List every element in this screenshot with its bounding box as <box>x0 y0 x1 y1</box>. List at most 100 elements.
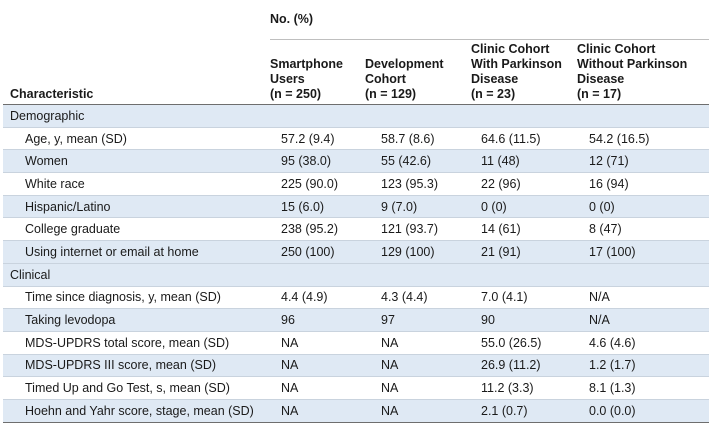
table-cell: 15 (6.0) <box>270 195 365 219</box>
table-row: Age, y, mean (SD) 57.2 (9.4) 58.7 (8.6) 64.… <box>3 127 709 151</box>
section-title: Demographic <box>3 104 709 128</box>
table-body: Demographic Age, y, mean (SD) 57.2 (9.4) 58… <box>3 104 709 423</box>
table-cell: 4.4 (4.9) <box>270 286 365 310</box>
table-cell: 2.1 (0.7) <box>471 399 577 423</box>
column-header-line: (n = 129) <box>365 87 417 101</box>
table-cell: 17 (100) <box>577 240 709 264</box>
row-label: College graduate <box>3 217 270 242</box>
header-blank <box>3 4 270 40</box>
section-row: Clinical <box>3 263 709 287</box>
table-row: Hoehn and Yahr score, stage, mean (SD) NA… <box>3 399 709 423</box>
table-cell: 12 (71) <box>577 149 709 174</box>
characteristics-table: No. (%) Characteristic Smartphone Users … <box>3 4 709 423</box>
table-cell: 14 (61) <box>471 217 577 242</box>
table-cell: 8.1 (1.3) <box>577 376 709 400</box>
table-cell: 21 (91) <box>471 240 577 264</box>
group-header-label: No. (%) <box>270 4 709 40</box>
table-cell: 0.0 (0.0) <box>577 399 709 423</box>
column-header-clinic-without-pd: Clinic Cohort Without Parkinson Disease … <box>577 39 709 105</box>
column-header-line: With Parkinson <box>471 57 562 71</box>
column-header-line: (n = 23) <box>471 87 516 101</box>
table-cell: 64.6 (11.5) <box>471 127 577 151</box>
table-row: Taking levodopa 96 97 90 N/A <box>3 308 709 332</box>
table-cell: NA <box>270 354 365 378</box>
table-cell: 123 (95.3) <box>365 172 471 196</box>
row-label: Timed Up and Go Test, s, mean (SD) <box>3 376 270 400</box>
table-cell: 55.0 (26.5) <box>471 331 577 355</box>
row-label: Using internet or email at home <box>3 240 270 264</box>
table-cell: NA <box>365 354 471 378</box>
column-header-development-cohort: Development Cohort (n = 129) <box>365 39 471 105</box>
table-cell: N/A <box>577 286 709 310</box>
table-row: MDS-UPDRS total score, mean (SD) NA NA 55.0… <box>3 331 709 355</box>
column-header-line: Disease <box>471 72 519 86</box>
row-label: Age, y, mean (SD) <box>3 127 270 151</box>
table-cell: 57.2 (9.4) <box>270 127 365 151</box>
table-cell: NA <box>270 331 365 355</box>
column-header-clinic-with-pd: Clinic Cohort With Parkinson Disease (n … <box>471 39 577 105</box>
column-header-line: Smartphone <box>270 57 343 71</box>
column-header-line: Users <box>270 72 305 86</box>
table-cell: NA <box>270 376 365 400</box>
row-label: MDS-UPDRS total score, mean (SD) <box>3 331 270 355</box>
table-cell: 11 (48) <box>471 149 577 174</box>
table-cell: 0 (0) <box>471 195 577 219</box>
table-cell: 95 (38.0) <box>270 149 365 174</box>
table-cell: NA <box>365 331 471 355</box>
column-header-row: Characteristic Smartphone Users (n = 250… <box>3 39 709 105</box>
section-title: Clinical <box>3 263 709 287</box>
table-cell: 26.9 (11.2) <box>471 354 577 378</box>
table-cell: NA <box>365 376 471 400</box>
table-row: Women 95 (38.0) 55 (42.6) 11 (48) 12 (71) <box>3 149 709 174</box>
table-cell: 250 (100) <box>270 240 365 264</box>
column-header-line: Disease <box>577 72 625 86</box>
table-row: College graduate 238 (95.2) 121 (93.7) 14 (… <box>3 217 709 242</box>
characteristic-header: Characteristic <box>3 39 270 105</box>
table-cell: NA <box>270 399 365 423</box>
section-row: Demographic <box>3 104 709 128</box>
column-header-line: Without Parkinson <box>577 57 688 71</box>
row-label: White race <box>3 172 270 196</box>
table-cell: 1.2 (1.7) <box>577 354 709 378</box>
table-row: MDS-UPDRS III score, mean (SD) NA NA 26.9 (… <box>3 354 709 378</box>
column-header-line: Cohort <box>365 72 406 86</box>
row-label: Time since diagnosis, y, mean (SD) <box>3 286 270 310</box>
table-cell: 0 (0) <box>577 195 709 219</box>
row-label: Taking levodopa <box>3 308 270 332</box>
column-header-line: (n = 250) <box>270 87 322 101</box>
table-row: White race 225 (90.0) 123 (95.3) 22 (96) 16 … <box>3 172 709 196</box>
table-cell: 225 (90.0) <box>270 172 365 196</box>
group-header-row: No. (%) <box>3 4 709 40</box>
table-cell: 22 (96) <box>471 172 577 196</box>
table-cell: 97 <box>365 308 471 332</box>
table-cell: 11.2 (3.3) <box>471 376 577 400</box>
table-cell: 16 (94) <box>577 172 709 196</box>
table-cell: 58.7 (8.6) <box>365 127 471 151</box>
table-cell: 4.6 (4.6) <box>577 331 709 355</box>
table-cell: 54.2 (16.5) <box>577 127 709 151</box>
table-cell: 121 (93.7) <box>365 217 471 242</box>
row-label: Hoehn and Yahr score, stage, mean (SD) <box>3 399 270 423</box>
table-row: Timed Up and Go Test, s, mean (SD) NA NA 11… <box>3 376 709 400</box>
row-label: Hispanic/Latino <box>3 195 270 219</box>
row-label: Women <box>3 149 270 174</box>
column-header-line: (n = 17) <box>577 87 622 101</box>
table-cell: 96 <box>270 308 365 332</box>
table-cell: 9 (7.0) <box>365 195 471 219</box>
table-cell: 7.0 (4.1) <box>471 286 577 310</box>
table-cell: N/A <box>577 308 709 332</box>
table-row: Time since diagnosis, y, mean (SD) 4.4 (4… <box>3 286 709 310</box>
row-label: MDS-UPDRS III score, mean (SD) <box>3 354 270 378</box>
column-header-line: Clinic Cohort <box>577 42 656 56</box>
characteristics-table-container: No. (%) Characteristic Smartphone Users … <box>3 4 709 423</box>
table-cell: 8 (47) <box>577 217 709 242</box>
column-header-line: Clinic Cohort <box>471 42 550 56</box>
table-cell: 55 (42.6) <box>365 149 471 174</box>
table-cell: 238 (95.2) <box>270 217 365 242</box>
table-cell: 129 (100) <box>365 240 471 264</box>
table-cell: NA <box>365 399 471 423</box>
column-header-smartphone-users: Smartphone Users (n = 250) <box>270 39 365 105</box>
table-cell: 90 <box>471 308 577 332</box>
table-row: Using internet or email at home 250 (100)… <box>3 240 709 264</box>
table-cell: 4.3 (4.4) <box>365 286 471 310</box>
